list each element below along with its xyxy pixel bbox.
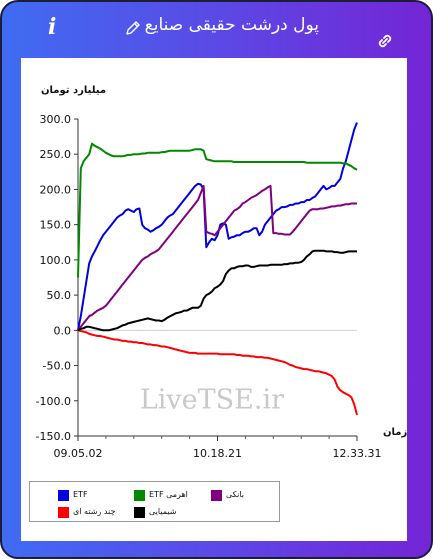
series-line-banks — [77, 184, 357, 331]
legend-label: چند رشته ای — [73, 507, 116, 516]
y-tick-label: -100.0 — [36, 395, 71, 408]
series-line-multi-industry — [77, 329, 358, 416]
y-tick-label: 300.0 — [40, 113, 72, 126]
y-tick-label: 50.0 — [47, 289, 72, 302]
y-tick-label: -150.0 — [36, 430, 71, 443]
info-icon[interactable]: i — [48, 14, 57, 40]
y-tick-label: -50.0 — [43, 360, 71, 373]
legend-swatch — [134, 490, 145, 501]
y-tick-label: 0.0 — [54, 324, 72, 337]
x-axis-label: زمان — [383, 427, 408, 438]
y-axis-label: میلیارد تومان — [41, 85, 107, 96]
y-tick-label: 200.0 — [40, 183, 72, 196]
x-tick-label: 12.33.31 — [333, 447, 382, 460]
series-line-etf-leveraged — [77, 142, 358, 278]
link-icon[interactable] — [374, 30, 396, 52]
legend-swatch — [58, 507, 69, 518]
legend-label: ETF — [73, 490, 88, 499]
legend-label: شیمیایی — [149, 507, 177, 516]
chart-legend: ETF ETF اهرمی بانکی چند رشته ای شیمیایی — [29, 481, 280, 522]
series-line-etf — [77, 122, 358, 331]
legend-label: ETF اهرمی — [149, 490, 188, 499]
legend-swatch — [211, 490, 222, 501]
legend-label: بانکی — [226, 490, 244, 499]
y-tick-label: 100.0 — [40, 254, 72, 267]
header-bar: i پول درشت حقیقی صنایع — [2, 2, 431, 57]
y-tick-label: 150.0 — [40, 219, 72, 232]
pencil-icon[interactable] — [124, 19, 142, 37]
page-title: پول درشت حقیقی صنایع — [144, 15, 319, 35]
legend-swatch — [58, 490, 69, 501]
x-tick-label: 09.05.02 — [54, 447, 103, 460]
line-chart: LiveTSE.ir 300.0 250.0 200.0 150.0 100.0 50.0 0… — [36, 113, 382, 460]
watermark-text: LiveTSE.ir — [140, 385, 284, 416]
series-line-chemicals — [77, 249, 357, 332]
chart-card: LiveTSE.ir 300.0 250.0 200.0 150.0 100.0 50.0 0… — [21, 58, 407, 541]
x-tick-label: 10.18.21 — [193, 447, 242, 460]
legend-swatch — [134, 507, 145, 518]
y-tick-label: 250.0 — [40, 148, 72, 161]
